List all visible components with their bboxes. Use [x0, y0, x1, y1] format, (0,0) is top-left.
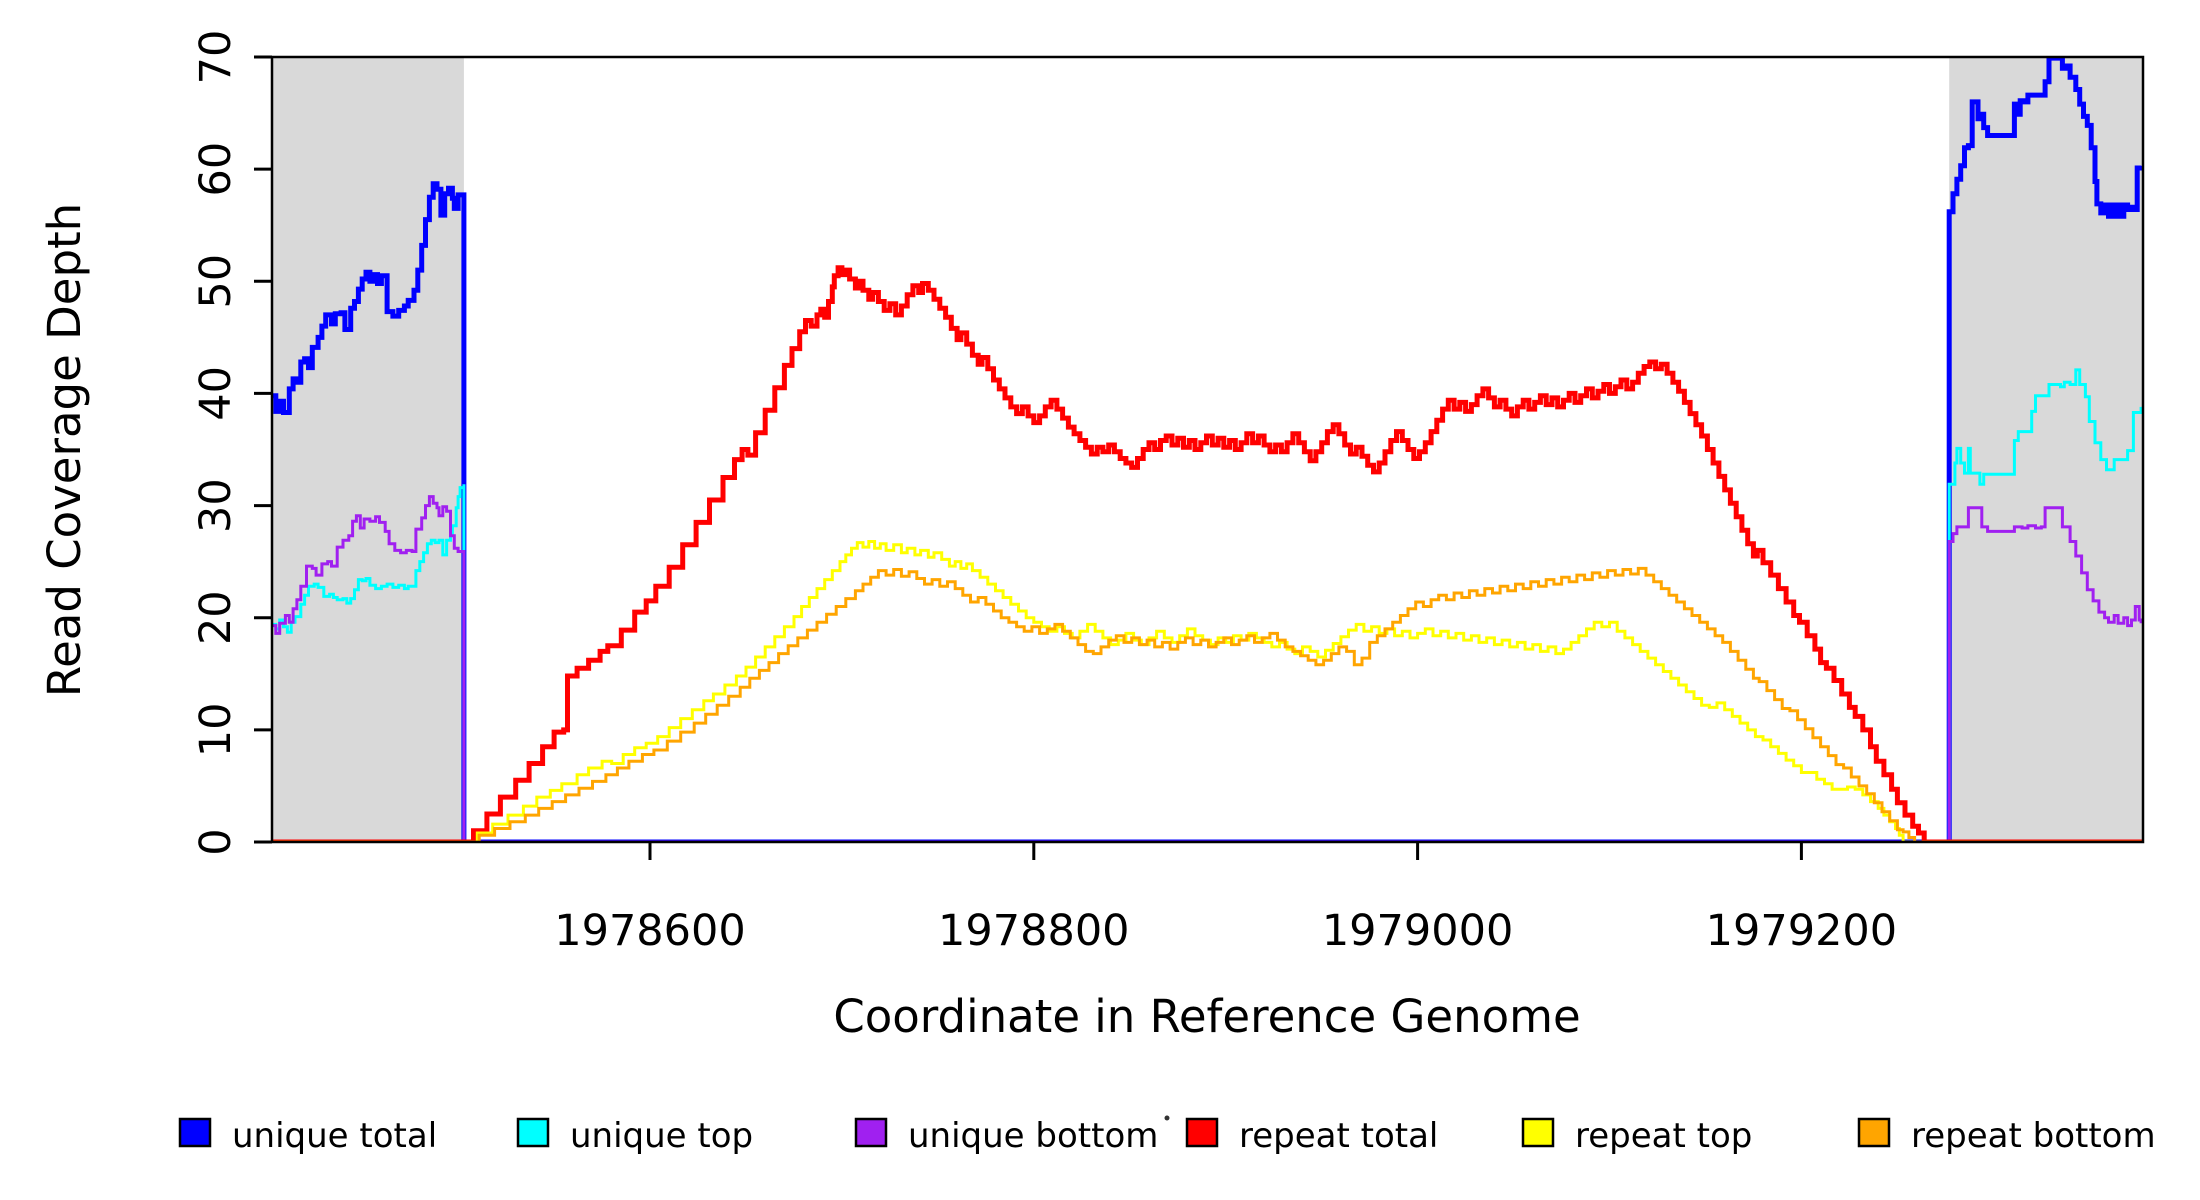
- legend-item-unique-bottom: unique bottom: [854, 1116, 1158, 1156]
- legend-item-unique-top: unique top: [516, 1116, 753, 1156]
- legend-item-repeat-top: repeat top: [1521, 1116, 1752, 1156]
- legend-label: repeat top: [1575, 1116, 1752, 1156]
- y-tick-label: 10: [191, 703, 241, 758]
- legend-swatch: [854, 1117, 888, 1148]
- stray-dot-artifact: [1164, 1115, 1170, 1121]
- legend-swatch: [1521, 1117, 1555, 1148]
- plot-border: [270, 55, 2145, 844]
- legend-label: repeat total: [1239, 1116, 1438, 1156]
- series-line-unique-total: [272, 57, 2143, 842]
- legend-item-unique-total: unique total: [178, 1116, 437, 1156]
- legend-label: unique total: [232, 1116, 437, 1156]
- shaded-region-left: [272, 57, 464, 842]
- legend-label: unique bottom: [908, 1116, 1158, 1156]
- legend-swatch: [516, 1117, 550, 1148]
- x-axis: 1978600 1978800 1979000 1979200: [554, 842, 1897, 956]
- legend-swatch: [1857, 1117, 1891, 1148]
- x-tick-label: 1979200: [1706, 906, 1898, 956]
- legend-swatch: [178, 1117, 212, 1148]
- shaded-region-right: [1949, 57, 2143, 842]
- y-tick-label: 30: [191, 478, 241, 533]
- legend-label: repeat bottom: [1911, 1116, 2156, 1156]
- x-tick-label: 1978600: [554, 906, 746, 956]
- series-line-unique-top: [272, 368, 2143, 842]
- x-tick-label: 1979000: [1322, 906, 1514, 956]
- legend-item-repeat-bottom: repeat bottom: [1857, 1116, 2156, 1156]
- series-line-repeat-bottom: [272, 566, 2143, 842]
- y-tick-label: 50: [191, 254, 241, 309]
- legend: unique total unique top unique bottom repea…: [178, 1116, 2156, 1156]
- x-tick-label: 1978800: [938, 906, 1130, 956]
- legend-swatch: [1185, 1117, 1219, 1148]
- series-line-unique-bottom: [272, 495, 2143, 842]
- y-tick-label: 60: [191, 142, 241, 197]
- x-axis-title: Coordinate in Reference Genome: [833, 990, 1580, 1043]
- y-tick-label: 20: [191, 590, 241, 645]
- series-line-repeat-top: [272, 540, 2143, 842]
- y-tick-label: 70: [191, 30, 241, 85]
- y-axis: 0 10 20 30 40 50 60 70: [191, 30, 272, 856]
- y-axis-title: Read Coverage Depth: [38, 203, 91, 697]
- series-line-repeat-total: [272, 265, 2143, 842]
- legend-item-repeat-total: repeat total: [1185, 1116, 1438, 1156]
- legend-label: unique top: [570, 1116, 753, 1156]
- series-lines: [272, 57, 2143, 842]
- y-tick-label: 40: [191, 366, 241, 421]
- y-tick-label: 0: [191, 828, 241, 855]
